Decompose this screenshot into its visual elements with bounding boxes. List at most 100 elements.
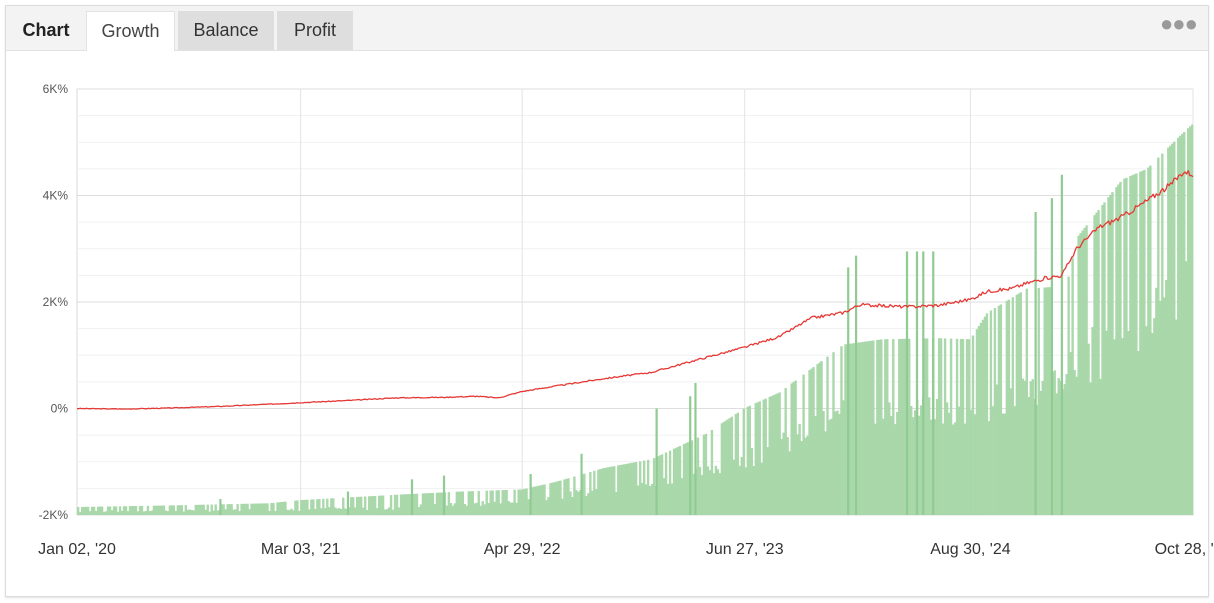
bar [961, 339, 965, 515]
bar [258, 503, 261, 515]
bar [427, 493, 431, 515]
bar [1125, 177, 1128, 515]
bar [375, 508, 379, 515]
bar [605, 467, 608, 515]
bar [403, 494, 407, 515]
x-tick-label: Jun 27, '23 [706, 541, 784, 558]
bar [842, 400, 845, 515]
bar [975, 329, 979, 515]
bar [945, 402, 949, 515]
bar [208, 511, 211, 515]
bar [1181, 133, 1184, 516]
bar [583, 473, 586, 515]
bar [272, 502, 275, 515]
bar [338, 508, 341, 515]
x-tick-label: Aug 30, '24 [930, 541, 1011, 558]
tab-growth[interactable]: Growth [86, 11, 175, 51]
bar [710, 429, 714, 515]
bar [240, 503, 243, 515]
bar [541, 484, 544, 515]
more-dots-icon[interactable]: ●●● [1160, 11, 1198, 36]
bar [615, 491, 618, 515]
bar-spike [905, 251, 909, 515]
bar [722, 421, 726, 515]
bar [923, 338, 927, 515]
bar [190, 509, 193, 515]
bar [702, 434, 706, 515]
bar [437, 492, 441, 515]
bar [122, 506, 126, 515]
bar-spike [1034, 212, 1037, 515]
bar-spike [847, 267, 850, 515]
bar [344, 508, 347, 515]
bar [724, 420, 728, 515]
bar [417, 507, 421, 515]
bar [802, 374, 805, 515]
bar [545, 500, 548, 515]
bar [228, 504, 231, 515]
bar [662, 478, 666, 515]
bar [383, 509, 387, 515]
tab-profit[interactable]: Profit [277, 11, 353, 50]
bar [1013, 406, 1017, 515]
bar [399, 494, 403, 515]
bar [461, 491, 465, 515]
bar [463, 504, 467, 515]
bar [890, 416, 893, 515]
bar [816, 364, 819, 515]
bar [1105, 330, 1108, 515]
bar [935, 399, 939, 515]
bar [880, 339, 883, 515]
bar [302, 499, 305, 515]
bar [668, 450, 672, 515]
bar-spike [915, 251, 919, 515]
bar [84, 506, 88, 515]
bar [379, 495, 383, 515]
bar [1037, 287, 1040, 515]
bar [652, 458, 656, 515]
bar [1073, 369, 1076, 515]
bar [1087, 343, 1090, 515]
bar [660, 454, 664, 515]
bar [1157, 157, 1160, 516]
bar [995, 384, 999, 515]
bar [1123, 178, 1126, 516]
bar-spike [1060, 174, 1063, 516]
bar [872, 340, 875, 515]
bar [623, 464, 626, 515]
bar [365, 510, 369, 515]
bar [1011, 297, 1015, 515]
bar [348, 507, 351, 515]
bar [549, 483, 552, 515]
bar [282, 501, 285, 515]
bar [904, 338, 907, 515]
bar [1153, 318, 1156, 515]
bar [607, 467, 610, 515]
bar [491, 490, 494, 515]
bar [738, 465, 742, 515]
bar [850, 343, 853, 515]
bar [286, 509, 289, 515]
bar [672, 448, 676, 515]
tab-balance[interactable]: Balance [178, 11, 274, 50]
bar [1127, 330, 1130, 515]
bar [1111, 192, 1114, 515]
bar [216, 510, 219, 515]
bar [92, 506, 96, 515]
bar [296, 500, 299, 515]
bar [949, 338, 953, 515]
bar [497, 490, 500, 515]
bar [415, 493, 419, 515]
bar [473, 503, 476, 515]
bar-spike [346, 491, 350, 515]
bar [405, 494, 409, 515]
bar [800, 441, 803, 515]
bar [142, 511, 146, 515]
y-tick-label: 2K% [43, 295, 69, 309]
bar [509, 502, 512, 515]
bar [242, 503, 245, 515]
bar [752, 465, 755, 515]
bar [210, 504, 213, 515]
bar [1147, 167, 1150, 515]
bar [1179, 135, 1182, 515]
